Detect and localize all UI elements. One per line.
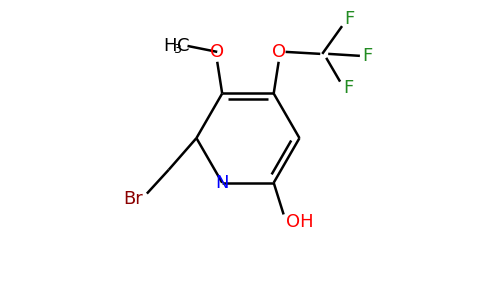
Text: 3: 3 xyxy=(173,44,181,56)
Text: C: C xyxy=(177,37,190,55)
Text: N: N xyxy=(215,174,229,192)
Text: F: F xyxy=(344,10,354,28)
Text: OH: OH xyxy=(286,213,313,231)
Text: O: O xyxy=(210,43,224,61)
Text: O: O xyxy=(272,43,286,61)
Text: F: F xyxy=(343,79,353,97)
Text: H: H xyxy=(163,37,177,55)
Text: F: F xyxy=(363,47,373,65)
Text: Br: Br xyxy=(123,190,143,208)
